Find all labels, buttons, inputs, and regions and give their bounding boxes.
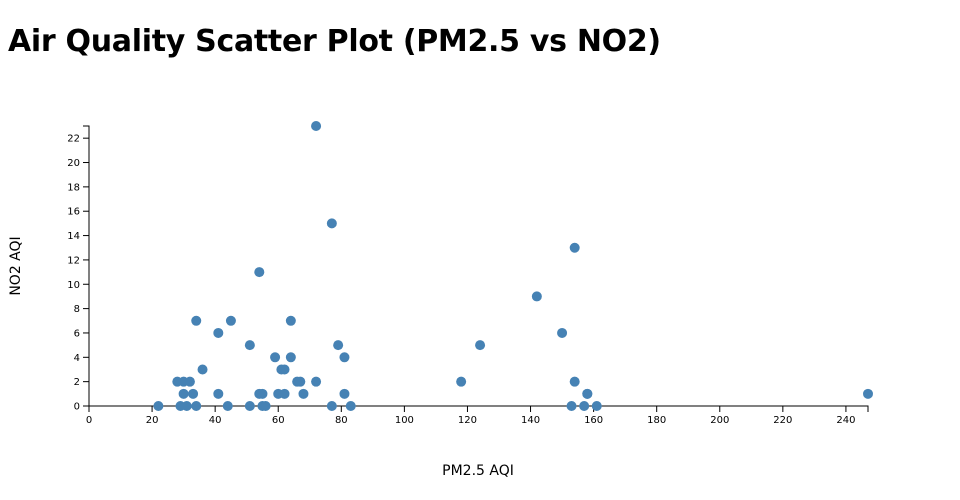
data-point[interactable] (298, 388, 309, 399)
data-point[interactable] (531, 291, 542, 302)
data-point[interactable] (339, 388, 350, 399)
data-point[interactable] (569, 376, 580, 387)
data-point[interactable] (295, 376, 306, 387)
data-point[interactable] (863, 388, 873, 399)
x-tick-label: 200 (710, 415, 729, 426)
data-point[interactable] (285, 315, 296, 326)
data-point[interactable] (475, 340, 486, 351)
data-point[interactable] (557, 327, 568, 338)
x-tick-label: 220 (773, 415, 792, 426)
x-tick-label: 60 (272, 415, 285, 426)
y-tick-label: 6 (74, 328, 80, 339)
chart-title: Air Quality Scatter Plot (PM2.5 vs NO2) (8, 24, 661, 59)
data-point[interactable] (254, 267, 265, 278)
x-tick-label: 180 (647, 415, 666, 426)
y-axis-title: NO2 AQI (8, 236, 24, 295)
x-tick-label: 0 (86, 415, 92, 426)
y-tick-label: 16 (67, 207, 80, 218)
data-point[interactable] (222, 401, 233, 411)
data-point[interactable] (153, 401, 164, 411)
data-point[interactable] (579, 401, 590, 411)
data-point[interactable] (191, 401, 202, 411)
data-points (153, 121, 873, 411)
data-point[interactable] (257, 388, 268, 399)
x-tick-label: 100 (395, 415, 414, 426)
data-point[interactable] (456, 376, 467, 387)
data-point[interactable] (225, 315, 236, 326)
x-tick-label: 40 (209, 415, 222, 426)
data-point[interactable] (270, 352, 281, 363)
y-tick-label: 8 (74, 304, 80, 315)
data-point[interactable] (566, 401, 577, 411)
data-point[interactable] (213, 327, 224, 338)
data-point[interactable] (311, 121, 322, 131)
data-point[interactable] (213, 388, 224, 399)
y-tick-label: 14 (67, 231, 80, 242)
axes: 0 20 40 60 80 100 120 140 160 180 200 220 240 0 2 4 6 8 10… (67, 125, 869, 426)
data-point[interactable] (279, 364, 290, 375)
data-point[interactable] (311, 376, 322, 387)
data-point[interactable] (260, 401, 271, 411)
data-point[interactable] (178, 388, 189, 399)
x-tick-label: 240 (836, 415, 855, 426)
x-tick-label: 120 (458, 415, 477, 426)
data-point[interactable] (339, 352, 350, 363)
y-tick-label: 22 (67, 134, 80, 145)
x-tick-label: 80 (335, 415, 348, 426)
y-axis-line (83, 125, 90, 407)
y-tick-label: 0 (74, 402, 80, 413)
data-point[interactable] (285, 352, 296, 363)
data-point[interactable] (326, 218, 337, 229)
data-point[interactable] (569, 242, 580, 253)
y-tick-label: 20 (67, 158, 80, 169)
x-tick-label: 160 (584, 415, 603, 426)
data-point[interactable] (184, 376, 195, 387)
y-tick-label: 18 (67, 182, 80, 193)
y-tick-label: 10 (67, 280, 80, 291)
data-point[interactable] (244, 340, 255, 351)
x-tick-label: 140 (521, 415, 540, 426)
data-point[interactable] (279, 388, 290, 399)
x-axis-title: PM2.5 AQI (442, 463, 514, 479)
data-point[interactable] (244, 401, 255, 411)
data-point[interactable] (197, 364, 208, 375)
data-point[interactable] (191, 315, 202, 326)
data-point[interactable] (582, 388, 593, 399)
y-tick-label: 12 (67, 255, 80, 266)
x-axis-line (88, 405, 869, 412)
data-point[interactable] (591, 401, 602, 411)
y-tick-label: 4 (74, 353, 80, 364)
data-point[interactable] (333, 340, 344, 351)
y-tick-label: 2 (74, 377, 80, 388)
data-point[interactable] (326, 401, 337, 411)
data-point[interactable] (181, 401, 192, 411)
data-point[interactable] (345, 401, 356, 411)
x-tick-label: 20 (146, 415, 159, 426)
data-point[interactable] (188, 388, 199, 399)
